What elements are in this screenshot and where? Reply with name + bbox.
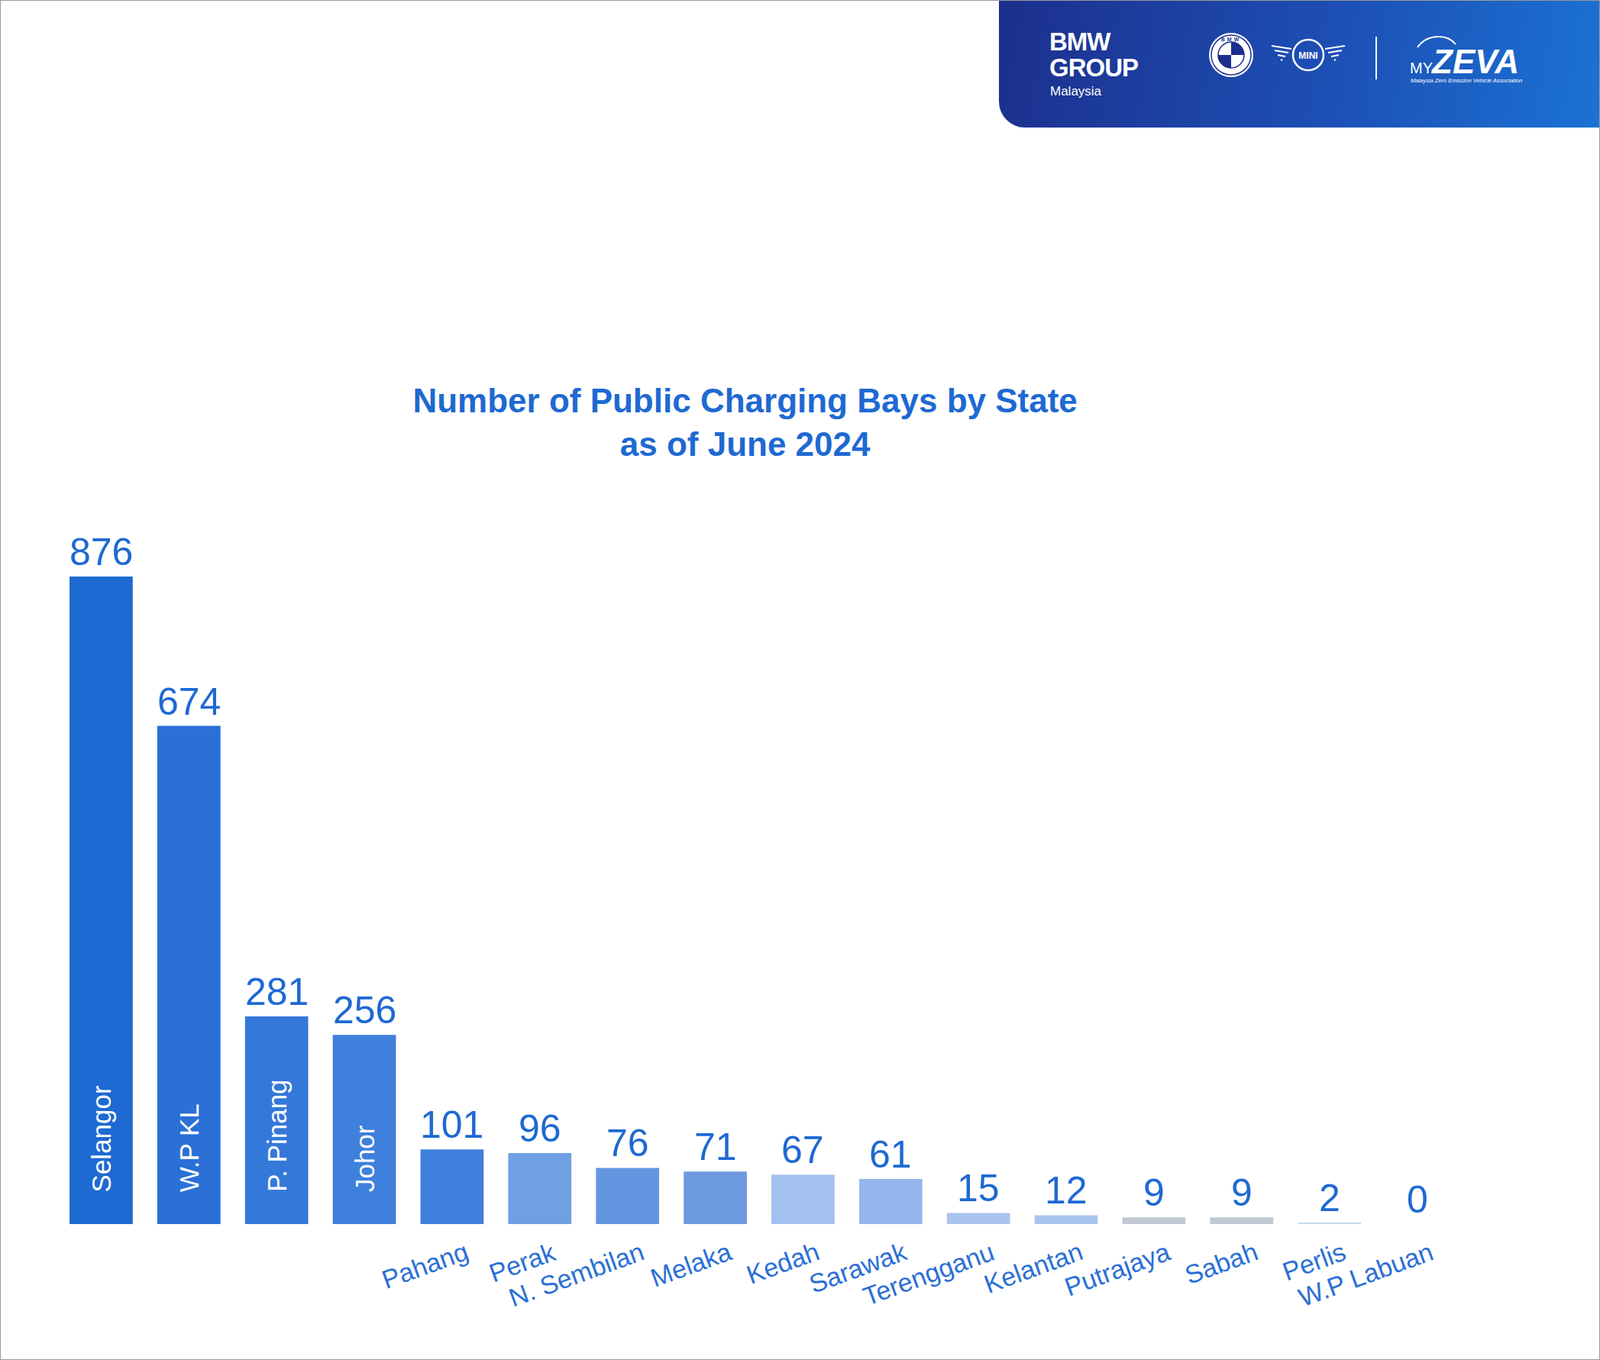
svg-text:674: 674 <box>157 680 221 724</box>
svg-text:W.P Labuan: W.P Labuan <box>1294 1237 1438 1313</box>
svg-text:ZEVA: ZEVA <box>1430 42 1520 81</box>
svg-text:71: 71 <box>694 1125 737 1169</box>
svg-text:Selangor: Selangor <box>86 1085 117 1193</box>
svg-text:Putrajaya: Putrajaya <box>1060 1237 1174 1303</box>
svg-text:Malaysia Zero Emission Vehicle: Malaysia Zero Emission Vehicle Associati… <box>1410 77 1523 85</box>
svg-text:W.P KL: W.P KL <box>174 1103 204 1193</box>
svg-text:Terengganu: Terengganu <box>859 1237 999 1312</box>
svg-text:BMW: BMW <box>1221 36 1242 43</box>
svg-text:Kelantan: Kelantan <box>979 1236 1087 1300</box>
svg-text:Kedah: Kedah <box>742 1236 823 1290</box>
svg-text:15: 15 <box>956 1166 1000 1210</box>
svg-text:MINI: MINI <box>1298 50 1318 62</box>
svg-text:2: 2 <box>1318 1176 1341 1220</box>
svg-text:Johor: Johor <box>349 1124 380 1193</box>
svg-text:Perak: Perak <box>484 1237 560 1288</box>
svg-text:0: 0 <box>1406 1178 1429 1222</box>
svg-text:Number of Public Charging Bays: Number of Public Charging Bays by Statea… <box>412 381 1077 463</box>
svg-text:MY: MY <box>1409 59 1433 77</box>
html-text:GROUP: GROUP <box>1049 53 1138 82</box>
html-text:Malaysia: Malaysia <box>1050 84 1102 99</box>
svg-text:12: 12 <box>1044 1169 1088 1213</box>
svg-text:9: 9 <box>1231 1171 1253 1215</box>
html-text:BMW: BMW <box>1049 27 1111 56</box>
svg-text:101: 101 <box>420 1103 484 1147</box>
svg-text:876: 876 <box>69 530 133 574</box>
svg-text:Melaka: Melaka <box>646 1236 736 1293</box>
svg-text:Sarawak: Sarawak <box>804 1236 911 1299</box>
svg-text:N. Sembilan: N. Sembilan <box>504 1236 648 1313</box>
svg-text:76: 76 <box>606 1121 650 1165</box>
svg-text:Perlis: Perlis <box>1278 1237 1350 1287</box>
svg-text:67: 67 <box>781 1128 825 1172</box>
svg-text:281: 281 <box>245 970 309 1014</box>
svg-text:256: 256 <box>332 989 397 1032</box>
svg-text:Pahang: Pahang <box>378 1236 472 1295</box>
svg-text:96: 96 <box>518 1107 562 1151</box>
svg-text:P. Pinang: P. Pinang <box>261 1079 292 1192</box>
svg-text:9: 9 <box>1143 1171 1165 1215</box>
svg-text:61: 61 <box>869 1133 912 1177</box>
svg-text:Sabah: Sabah <box>1180 1236 1261 1290</box>
